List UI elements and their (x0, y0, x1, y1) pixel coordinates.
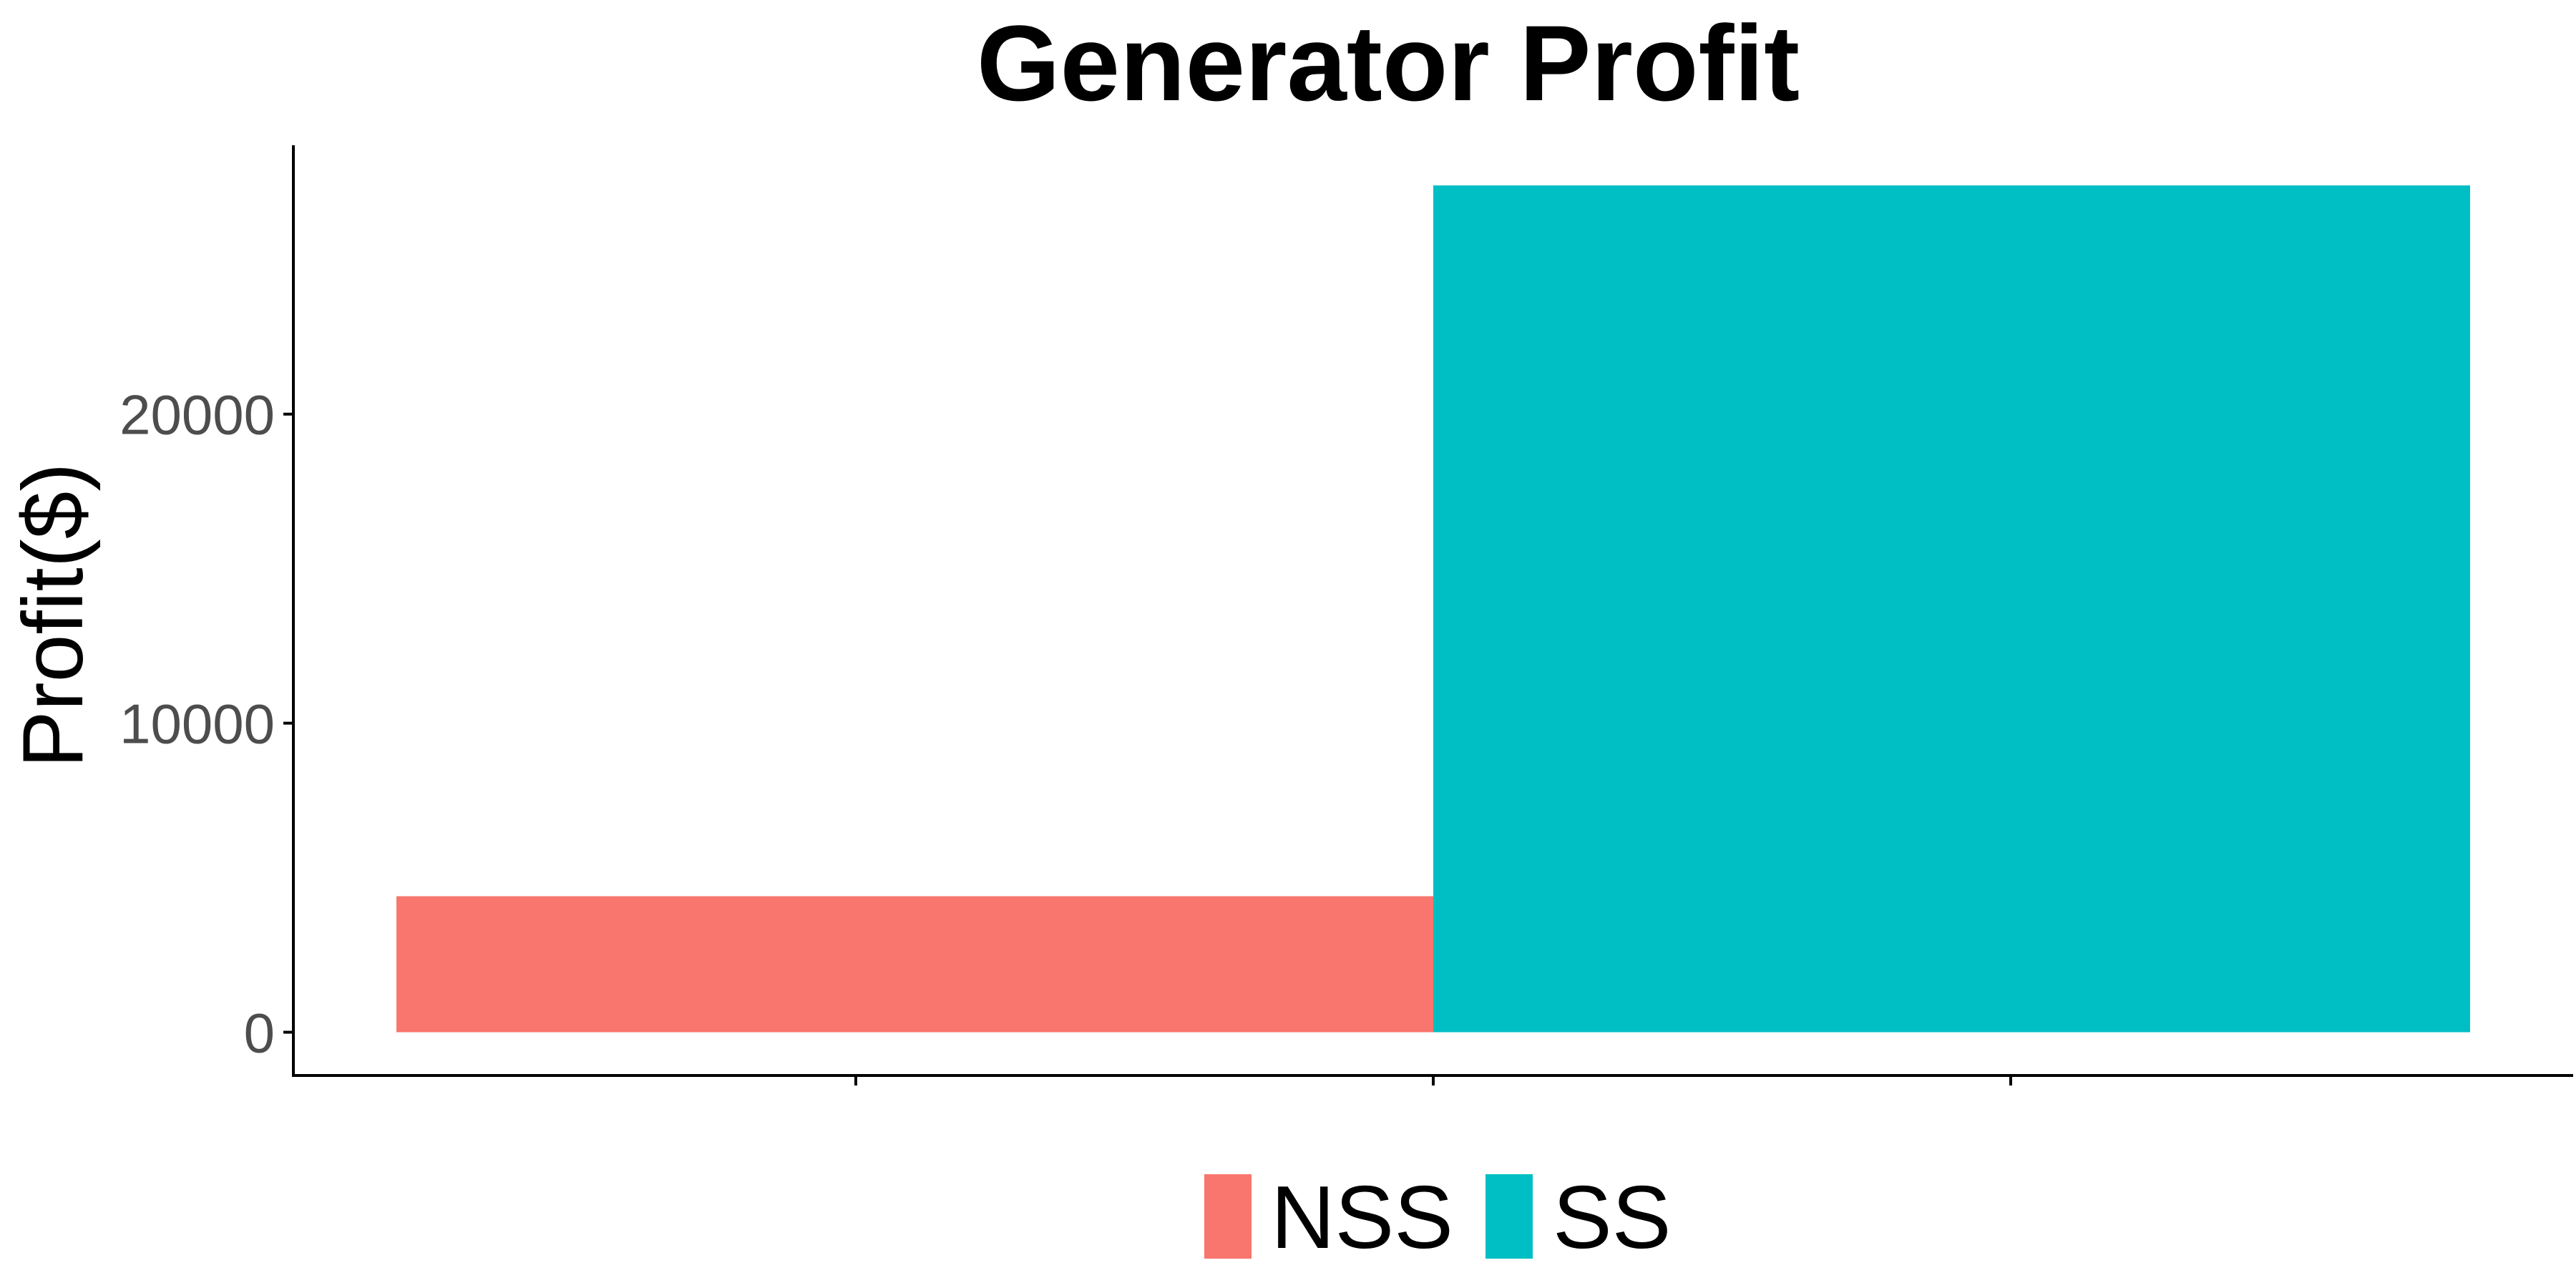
legend-label-nss: NSS (1271, 1169, 1453, 1267)
legend-label-ss: SS (1553, 1169, 1671, 1267)
y-tick-label: 20000 (119, 384, 275, 447)
x-ticks-group (854, 1075, 2012, 1085)
bar-nss (396, 896, 1433, 1033)
bars-group (396, 185, 2470, 1033)
y-tick-label: 10000 (119, 693, 275, 756)
legend: NSS SS (1204, 1169, 1671, 1267)
y-axis-label: Profit($) (5, 463, 101, 769)
chart-title: Generator Profit (977, 3, 1800, 123)
y-ticks-group: 0 10000 20000 (119, 384, 293, 1065)
legend-key-ss (1485, 1174, 1533, 1259)
y-tick-label: 0 (244, 1002, 275, 1065)
legend-key-nss (1204, 1174, 1252, 1259)
bar-ss (1433, 185, 2470, 1033)
